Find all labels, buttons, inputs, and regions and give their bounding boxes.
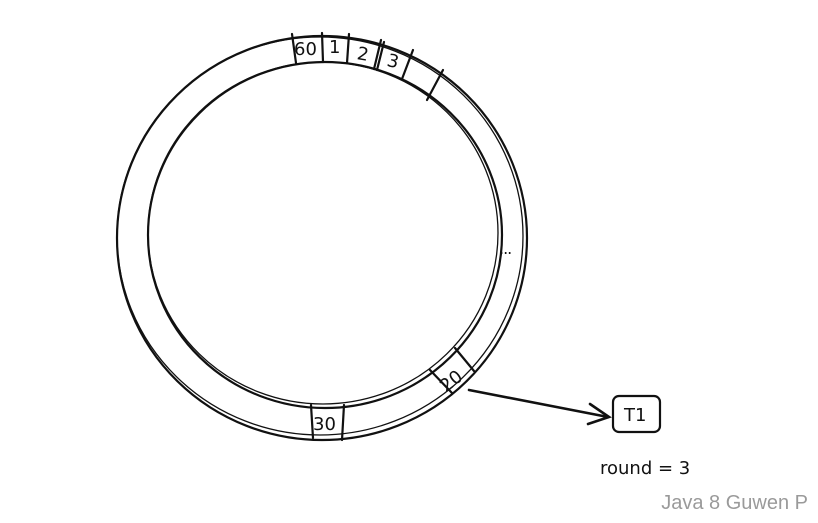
arrow-to-task: [467, 388, 612, 426]
slot-label-2: 2: [355, 43, 370, 66]
slot-label-30: 30: [313, 414, 336, 435]
slot-dividers: [290, 31, 476, 442]
round-label: round = 3: [600, 458, 690, 479]
task-label: T1: [623, 405, 646, 426]
slot-label-ellipsis: ...: [499, 239, 511, 258]
slot-label-60: 60: [294, 39, 317, 60]
slot-label-3: 3: [385, 50, 401, 73]
task-box: [611, 394, 662, 434]
watermark: Java 8 Guwen P: [661, 492, 808, 514]
slot-label-20: 20: [436, 366, 467, 397]
wheel-outer-ring-sketch: [116, 36, 524, 436]
slot-label-1: 1: [329, 37, 340, 58]
